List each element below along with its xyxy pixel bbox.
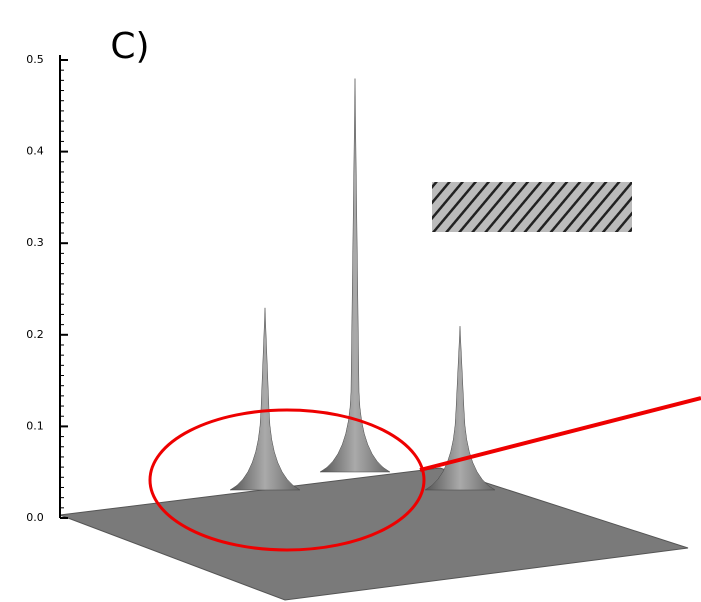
z-tick-label: 0.3	[26, 236, 44, 249]
z-tick-label: 0.5	[26, 53, 44, 66]
page: C) 0.00.10.20.30.40.5 (() => { const dat…	[0, 0, 701, 602]
hatched-inset	[432, 182, 632, 232]
z-tick-label: 0.0	[26, 511, 44, 524]
z-tick-label: 0.1	[26, 419, 44, 432]
chart: C) 0.0 0.1 0.2 0.3 0.4 0.5	[0, 0, 701, 602]
panel-label: C)	[110, 26, 149, 67]
z-tick-label: 0.4	[26, 145, 44, 158]
peak	[230, 308, 300, 490]
z-tick-label: 0.2	[26, 328, 44, 341]
